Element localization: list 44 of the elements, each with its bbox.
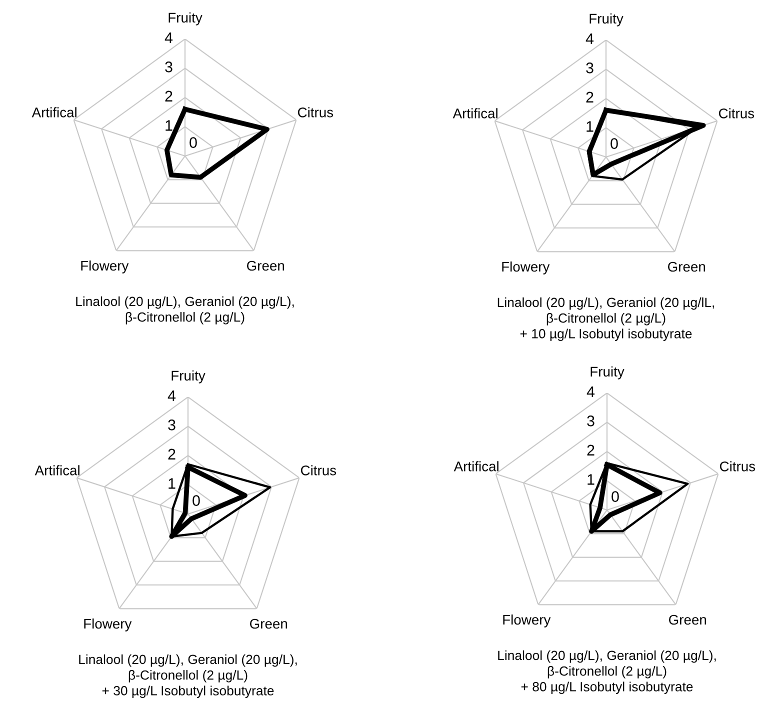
- spoke-label: Citrus: [720, 461, 756, 472]
- y-tick-label: 4: [586, 386, 595, 397]
- spoke-label: Green: [250, 618, 288, 629]
- spoke-label: Flowery: [81, 260, 129, 274]
- y-tick-label: 4: [168, 390, 176, 401]
- y-tick-label: 2: [586, 92, 594, 102]
- y-tick-label: 1: [166, 120, 172, 131]
- spoke-label: Fruity: [168, 12, 202, 26]
- spoke-label: Green: [669, 614, 706, 625]
- spoke-label: Fruity: [590, 13, 624, 26]
- spoke-label: Artifical: [454, 461, 498, 472]
- y-tick-label: 4: [586, 33, 594, 44]
- y-tick-label: 0: [192, 495, 200, 506]
- spoke-label: Green: [247, 260, 284, 271]
- spoke-label: Fruity: [590, 366, 624, 380]
- spoke-label: Fruity: [172, 370, 206, 384]
- text: Linalool (20 µg/L), Geraniol (20 µg/lL, β-Citronellol (2 µg/L) + 10 µg/L Isobutyl isobutyrate: [498, 297, 714, 341]
- y-tick-label: 0: [612, 491, 619, 502]
- y-tick-label: 3: [587, 416, 594, 426]
- y-tick-label: 0: [190, 137, 197, 148]
- spoke-label: Artifical: [32, 107, 76, 118]
- spoke-label: Artifical: [452, 108, 498, 118]
- y-tick-label: 1: [586, 121, 594, 132]
- y-tick-label: 2: [165, 90, 172, 102]
- text: Linalool (20 µg/L), Geraniol (20 µg/L), β-Citronellol (2 µg/L): [76, 296, 294, 324]
- spoke-label: Citrus: [719, 108, 754, 118]
- y-tick-label: 3: [165, 62, 172, 72]
- y-tick-label: 0: [610, 138, 618, 149]
- spoke-label: Citrus: [301, 465, 336, 476]
- spoke-label: Citrus: [298, 107, 334, 118]
- spoke-label: Flowery: [502, 261, 550, 274]
- spoke-label: Flowery: [84, 618, 132, 632]
- y-tick-label: 1: [588, 474, 594, 485]
- text: Linalool (20 µg/L), Geraniol (20 µg/L), β-Citronellol (2 µg/L) + 80 µg/L Isobutyl isobutyrate: [498, 650, 716, 694]
- spoke-label: Green: [668, 262, 706, 272]
- y-tick-label: 3: [168, 420, 176, 430]
- y-tick-label: 1: [168, 478, 176, 489]
- y-tick-label: 4: [164, 32, 173, 43]
- y-tick-label: 2: [587, 444, 594, 456]
- spoke-label: Flowery: [503, 614, 551, 628]
- text: Linalool (20 µg/L), Geraniol (20 µg/L), β-Citronellol (2 µg/L) + 30 µg/L Isobutyl isobutyrate: [79, 654, 297, 698]
- y-tick-label: 2: [168, 448, 176, 460]
- y-tick-label: 3: [586, 62, 594, 74]
- spoke-label: Artifical: [34, 465, 80, 476]
